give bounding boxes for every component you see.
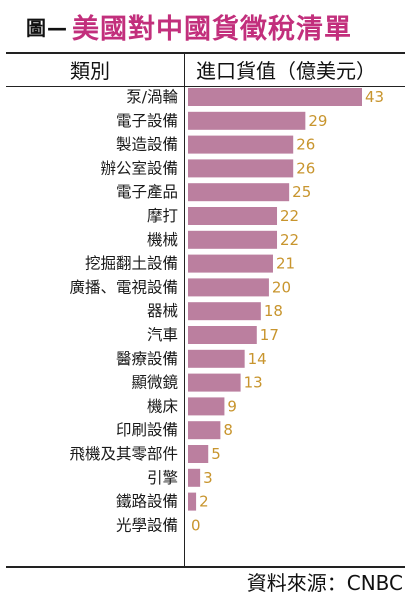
top-rule — [6, 52, 405, 54]
category-label: 醫療設備 — [116, 350, 178, 368]
category-label: 製造設備 — [116, 136, 178, 154]
bar — [188, 349, 245, 368]
value-label: 13 — [244, 374, 263, 392]
value-label: 25 — [292, 183, 311, 201]
category-label: 電子產品 — [116, 183, 178, 201]
category-label: 電子設備 — [116, 112, 178, 130]
value-label: 43 — [365, 88, 384, 106]
bar — [188, 183, 290, 202]
value-column-header: 進口貨值（億美元） — [196, 59, 376, 83]
category-label: 汽車 — [147, 326, 178, 344]
category-label: 光學設備 — [116, 515, 178, 534]
bar — [188, 230, 278, 249]
bar — [188, 421, 221, 440]
value-label: 9 — [227, 397, 237, 415]
bar — [188, 445, 209, 463]
category-label: 摩打 — [147, 207, 178, 225]
bar — [188, 278, 269, 297]
category-column-header: 類別 — [70, 59, 110, 83]
bar — [188, 397, 225, 416]
bar — [188, 88, 362, 106]
bar — [188, 492, 197, 511]
bottom-rule — [6, 566, 405, 568]
category-label: 鐵路設備 — [116, 492, 178, 511]
category-label: 飛機及其零部件 — [69, 445, 178, 463]
chart-title: 美國對中國貨徵稅清單 — [72, 13, 352, 45]
bar — [188, 254, 273, 273]
value-label: 18 — [264, 302, 283, 320]
header-rule — [6, 86, 405, 87]
category-label: 器械 — [147, 302, 178, 320]
category-label: 辦公室設備 — [100, 159, 178, 177]
value-label: 8 — [223, 421, 233, 439]
value-label: 22 — [280, 207, 299, 225]
category-label: 顯微鏡 — [131, 373, 178, 392]
bar — [188, 302, 261, 321]
category-label: 廣播、電視設備 — [69, 278, 178, 296]
bar — [188, 326, 257, 344]
category-label: 印刷設備 — [116, 421, 178, 439]
category-label: 機床 — [147, 397, 178, 415]
value-label: 17 — [260, 326, 279, 344]
title-row: 圖— 美國對中國貨徵稅清單 — [26, 6, 352, 46]
column-divider — [184, 54, 185, 566]
bar — [188, 159, 294, 178]
source-note: 資料來源：CNBC — [246, 571, 403, 595]
category-label: 挖掘翻土設備 — [85, 255, 178, 273]
category-label: 機械 — [147, 231, 178, 249]
figure-label: 圖— — [26, 15, 68, 40]
category-label: 泵/渦輪 — [126, 88, 178, 106]
category-label: 引擎 — [147, 469, 178, 487]
bar — [188, 135, 294, 154]
bar — [188, 468, 201, 487]
bar — [188, 111, 306, 130]
value-label: 26 — [296, 159, 315, 177]
bar — [188, 207, 278, 225]
value-label: 14 — [248, 350, 267, 368]
value-label: 21 — [276, 255, 295, 273]
value-label: 20 — [272, 278, 291, 296]
value-label: 3 — [203, 469, 213, 487]
value-label: 22 — [280, 231, 299, 249]
value-label: 29 — [308, 112, 327, 130]
bar — [188, 373, 241, 392]
value-label: 0 — [191, 516, 201, 534]
value-label: 26 — [296, 136, 315, 154]
value-label: 5 — [211, 445, 221, 463]
value-label: 2 — [199, 493, 209, 511]
